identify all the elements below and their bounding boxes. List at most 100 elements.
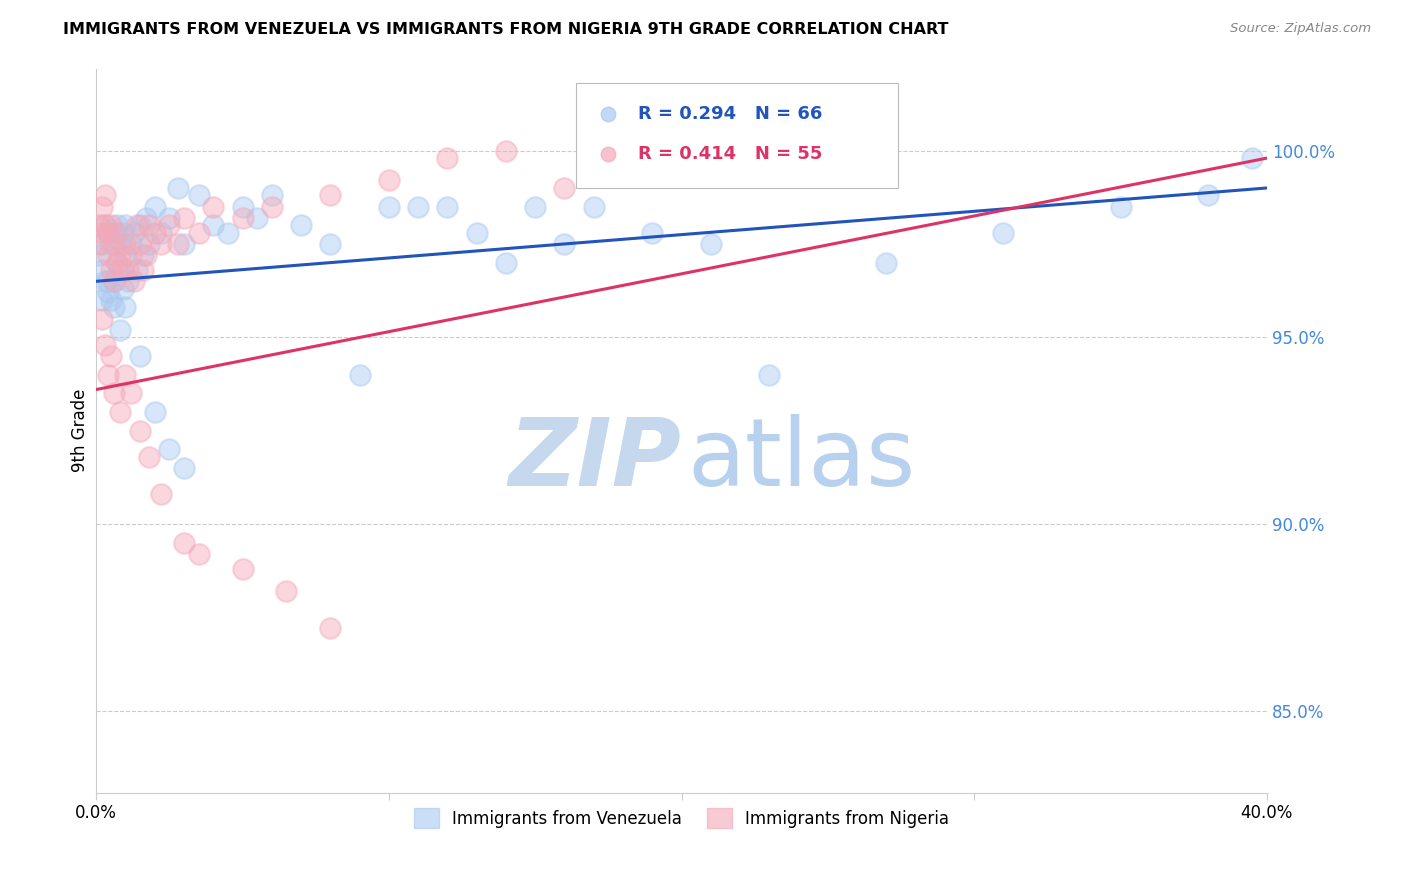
Point (135, 211, 157, 225)
Point (135, 248, 157, 262)
Point (143, 200, 166, 214)
Point (105, 255, 128, 269)
Point (149, 487, 172, 501)
Point (103, 226, 125, 240)
Point (319, 236, 342, 251)
Point (97, 226, 120, 240)
Point (143, 405, 166, 419)
Point (173, 461, 195, 475)
Text: Source: ZipAtlas.com: Source: ZipAtlas.com (1230, 22, 1371, 36)
Point (217, 226, 239, 240)
Point (105, 255, 128, 269)
Point (406, 200, 429, 214)
Point (97, 285, 120, 300)
Point (127, 263, 149, 277)
Point (114, 368, 136, 382)
Point (132, 263, 155, 277)
Point (108, 248, 131, 262)
Point (378, 200, 401, 214)
Point (1109, 200, 1132, 214)
Y-axis label: 9th Grade: 9th Grade (72, 389, 89, 472)
Point (127, 219, 149, 233)
Point (173, 236, 195, 251)
Text: ZIP: ZIP (509, 414, 682, 506)
Text: R = 0.294   N = 66: R = 0.294 N = 66 (638, 105, 823, 123)
Point (495, 255, 517, 269)
Point (97, 248, 120, 262)
Point (138, 219, 160, 233)
Point (436, 200, 458, 214)
Point (100, 219, 122, 233)
Point (94, 219, 117, 233)
Point (129, 424, 152, 438)
Point (100, 263, 122, 277)
Point (105, 226, 128, 240)
Point (100, 236, 122, 251)
Point (143, 226, 166, 240)
Point (89, 236, 111, 251)
Point (232, 200, 254, 214)
Point (290, 219, 312, 233)
Point (187, 188, 209, 202)
Point (94, 337, 117, 351)
Point (319, 188, 342, 202)
Point (89, 248, 111, 262)
Point (108, 323, 131, 337)
Point (117, 274, 139, 288)
Point (91, 293, 114, 307)
Point (260, 188, 283, 202)
FancyBboxPatch shape (576, 83, 898, 188)
Point (97, 274, 120, 288)
Point (758, 368, 780, 382)
Point (108, 405, 131, 419)
Point (103, 236, 125, 251)
Point (103, 274, 125, 288)
Point (232, 211, 254, 225)
Point (167, 181, 190, 195)
Point (132, 248, 155, 262)
Point (232, 562, 254, 576)
Point (122, 226, 145, 240)
Point (260, 200, 283, 214)
Point (138, 450, 160, 464)
Point (276, 584, 298, 599)
Point (111, 282, 134, 296)
Point (91, 311, 114, 326)
Point (582, 200, 605, 214)
Point (319, 622, 342, 636)
Point (173, 211, 195, 225)
Point (495, 144, 517, 158)
Point (111, 226, 134, 240)
Legend: Immigrants from Venezuela, Immigrants from Nigeria: Immigrants from Venezuela, Immigrants fr… (408, 801, 956, 835)
Point (157, 442, 180, 457)
Point (157, 211, 180, 225)
Point (97, 226, 120, 240)
Point (436, 151, 458, 165)
Point (114, 301, 136, 315)
Point (91, 236, 114, 251)
Point (167, 236, 190, 251)
Point (1241, 151, 1264, 165)
Point (103, 274, 125, 288)
Point (524, 200, 547, 214)
Point (202, 200, 225, 214)
Point (89, 219, 111, 233)
Point (91, 263, 114, 277)
Point (700, 236, 723, 251)
Point (993, 226, 1015, 240)
Point (120, 386, 142, 401)
Point (91, 226, 114, 240)
Point (1364, 584, 1386, 599)
Point (553, 236, 575, 251)
Point (91, 200, 114, 214)
Point (117, 263, 139, 277)
Point (1364, 379, 1386, 393)
Point (378, 173, 401, 187)
Point (173, 535, 195, 549)
Text: IMMIGRANTS FROM VENEZUELA VS IMMIGRANTS FROM NIGERIA 9TH GRADE CORRELATION CHART: IMMIGRANTS FROM VENEZUELA VS IMMIGRANTS … (63, 22, 949, 37)
Point (100, 349, 122, 363)
Point (465, 226, 488, 240)
Point (122, 274, 145, 288)
Point (129, 349, 152, 363)
Point (349, 368, 371, 382)
